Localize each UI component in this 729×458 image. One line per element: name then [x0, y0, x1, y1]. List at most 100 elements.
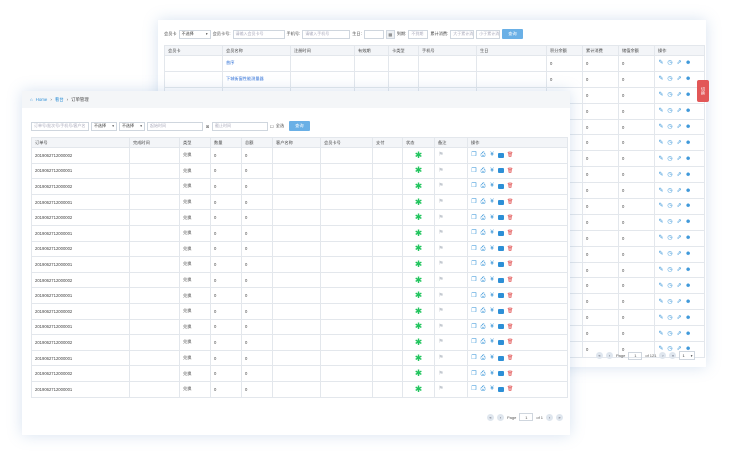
delete-icon[interactable]: 🗑	[507, 152, 514, 159]
share-icon[interactable]: ⇗	[676, 139, 682, 146]
page-input[interactable]: 1	[628, 351, 643, 360]
print-icon[interactable]: ⎙	[480, 245, 486, 252]
birthday-input[interactable]	[363, 29, 384, 39]
delete-icon[interactable]: 🗑	[507, 292, 514, 299]
user-icon[interactable]: ☻	[685, 76, 692, 83]
status-select[interactable]: 不选择 ▾	[91, 121, 117, 131]
clock-icon[interactable]: ◷	[667, 267, 673, 274]
delete-icon[interactable]: 🗑	[507, 245, 514, 252]
breadcrumb-home[interactable]: Home	[35, 97, 48, 102]
copy-icon[interactable]: ❐	[471, 308, 477, 315]
flag-icon[interactable]: ⚑	[438, 277, 444, 284]
copy-icon[interactable]: ❐	[471, 277, 477, 284]
next-page-button[interactable]: ›	[546, 413, 554, 421]
page-input[interactable]: 1	[519, 413, 534, 421]
flag-icon[interactable]: ⚑	[438, 199, 444, 206]
user-icon[interactable]: ☻	[685, 219, 692, 226]
share-icon[interactable]: ⇗	[676, 124, 682, 130]
yen-icon[interactable]: ¥	[490, 370, 494, 377]
card-icon[interactable]	[498, 261, 504, 267]
flag-icon[interactable]: ⚑	[438, 152, 444, 159]
edit-icon[interactable]: ✎	[658, 76, 664, 83]
table-row[interactable]: 普序 0 0 0 ✎ ◷ ⇗ ☻	[164, 55, 705, 72]
clock-icon[interactable]: ◷	[667, 314, 673, 321]
delete-icon[interactable]: 🗑	[507, 199, 514, 206]
flag-icon[interactable]: ⚑	[438, 386, 444, 393]
clock-icon[interactable]: ◷	[667, 76, 673, 83]
user-icon[interactable]: ☻	[685, 346, 692, 353]
print-icon[interactable]: ⎙	[480, 355, 486, 362]
table-row[interactable]: 2019062712000001 兑换 0 0 ✱ ⚑ ❐ ⎙ ¥ 🗑	[31, 349, 568, 367]
share-icon[interactable]: ⇗	[676, 155, 682, 162]
table-row[interactable]: 2019062712000001 兑换 0 0 ✱ ⚑ ❐ ⎙ ¥ 🗑	[31, 193, 568, 211]
table-row[interactable]: 2019062712000002 兑换 0 0 ✱ ⚑ ❐ ⎙ ¥ 🗑	[31, 147, 568, 164]
flag-icon[interactable]: ⚑	[438, 261, 444, 268]
copy-icon[interactable]: ❐	[471, 245, 477, 252]
card-icon[interactable]	[498, 152, 504, 158]
phone-input[interactable]: 请输入手机号	[302, 29, 351, 39]
edit-icon[interactable]: ✎	[658, 267, 664, 274]
user-icon[interactable]: ☻	[685, 187, 692, 194]
member-name-link[interactable]: 普序	[222, 55, 291, 72]
clock-icon[interactable]: ◷	[667, 108, 673, 115]
card-icon[interactable]	[498, 277, 504, 283]
user-icon[interactable]: ☻	[685, 155, 692, 162]
user-icon[interactable]: ☻	[685, 139, 692, 146]
clock-icon[interactable]: ◷	[667, 346, 673, 353]
yen-icon[interactable]: ¥	[490, 167, 494, 174]
clock-icon[interactable]: ◷	[667, 171, 673, 178]
level-select[interactable]: 不选择 ▾	[178, 29, 211, 39]
copy-icon[interactable]: ❐	[471, 386, 477, 393]
share-icon[interactable]: ⇗	[676, 314, 682, 321]
flag-icon[interactable]: ⚑	[438, 230, 444, 237]
user-icon[interactable]: ☻	[685, 60, 692, 67]
yen-icon[interactable]: ¥	[490, 152, 494, 159]
print-icon[interactable]: ⎙	[480, 339, 486, 346]
flag-icon[interactable]: ⚑	[438, 292, 444, 299]
flag-icon[interactable]: ⚑	[438, 214, 444, 221]
share-icon[interactable]: ⇗	[676, 171, 682, 178]
print-icon[interactable]: ⎙	[480, 152, 486, 159]
clock-icon[interactable]: ◷	[667, 155, 673, 162]
yen-icon[interactable]: ¥	[490, 292, 494, 299]
edit-icon[interactable]: ✎	[658, 139, 664, 146]
clock-icon[interactable]: ◷	[667, 124, 673, 130]
print-icon[interactable]: ⎙	[480, 386, 486, 393]
edit-icon[interactable]: ✎	[658, 108, 664, 115]
delete-icon[interactable]: 🗑	[507, 183, 514, 190]
side-tab[interactable]: 切换	[697, 80, 709, 102]
copy-icon[interactable]: ❐	[471, 261, 477, 268]
edit-icon[interactable]: ✎	[658, 155, 664, 162]
edit-icon[interactable]: ✎	[658, 92, 664, 99]
flag-icon[interactable]: ⚑	[438, 245, 444, 252]
share-icon[interactable]: ⇗	[676, 282, 682, 289]
keyword-input[interactable]: 订单号/批次号/手机号/客户名	[31, 121, 89, 131]
card-icon[interactable]	[498, 230, 504, 236]
card-icon[interactable]	[498, 215, 504, 221]
delete-icon[interactable]: 🗑	[507, 355, 514, 362]
table-row[interactable]: 2019062712000002 兑换 0 0 ✱ ⚑ ❐ ⎙ ¥ 🗑	[31, 302, 568, 320]
yen-icon[interactable]: ¥	[490, 323, 494, 330]
yen-icon[interactable]: ¥	[490, 277, 494, 284]
edit-icon[interactable]: ✎	[658, 330, 664, 337]
table-row[interactable]: 2019062712000001 兑换 0 0 ✱ ⚑ ❐ ⎙ ¥ 🗑	[31, 256, 568, 273]
yen-icon[interactable]: ¥	[490, 261, 494, 268]
copy-icon[interactable]: ❐	[471, 230, 477, 237]
yen-icon[interactable]: ¥	[490, 386, 494, 393]
yen-icon[interactable]: ¥	[490, 199, 494, 206]
print-icon[interactable]: ⎙	[480, 308, 486, 315]
delete-icon[interactable]: 🗑	[507, 339, 514, 346]
card-icon[interactable]	[498, 355, 504, 361]
flag-icon[interactable]: ⚑	[438, 355, 444, 362]
user-icon[interactable]: ☻	[685, 171, 692, 178]
print-icon[interactable]: ⎙	[480, 167, 486, 174]
user-icon[interactable]: ☻	[685, 108, 692, 115]
card-icon[interactable]	[498, 183, 504, 189]
user-icon[interactable]: ☻	[685, 124, 692, 130]
yen-icon[interactable]: ¥	[490, 308, 494, 315]
delete-icon[interactable]: 🗑	[507, 277, 514, 284]
flag-icon[interactable]: ⚑	[438, 183, 444, 190]
copy-icon[interactable]: ❐	[471, 167, 477, 174]
calendar-icon[interactable]: ▦	[385, 29, 395, 39]
card-icon[interactable]	[498, 386, 504, 392]
